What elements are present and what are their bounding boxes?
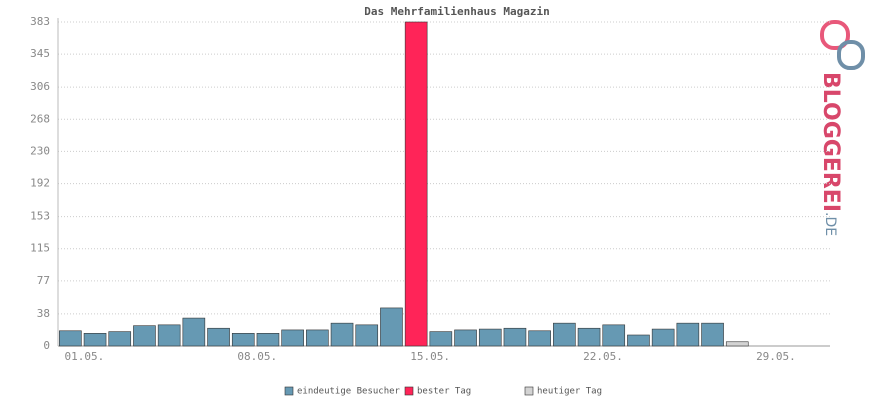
- bar: [627, 334, 650, 347]
- y-tick-label: 230: [30, 144, 50, 157]
- bar: [330, 322, 354, 347]
- bar: [577, 327, 601, 347]
- bar: [651, 328, 675, 347]
- logo-text: BLOGGEREI.DE: [818, 72, 843, 236]
- legend-swatch: [284, 386, 294, 396]
- y-tick-label: 153: [30, 210, 50, 223]
- bar: [108, 331, 132, 347]
- bar: [602, 324, 626, 347]
- legend-label: eindeutige Besucher: [297, 387, 401, 397]
- y-tick-label: 77: [37, 274, 50, 287]
- legend-label: heutiger Tag: [537, 387, 602, 397]
- y-tick-label: 383: [30, 15, 50, 28]
- bar: [59, 330, 82, 347]
- bar: [701, 322, 724, 347]
- bar: [478, 328, 502, 347]
- logo-name: BLOGGEREI: [818, 72, 843, 212]
- bar: [355, 324, 379, 347]
- logo-icon: [820, 20, 865, 70]
- y-tick-label: 0: [43, 339, 50, 352]
- bar: [725, 341, 749, 347]
- bar: [528, 330, 551, 347]
- legend-swatch: [404, 386, 414, 396]
- bar: [182, 317, 206, 347]
- bar: [404, 21, 428, 347]
- x-tick-label: 29.05.: [756, 350, 796, 363]
- bar: [207, 327, 230, 347]
- x-tick-label: 08.05.: [237, 350, 277, 363]
- y-tick-label: 345: [30, 47, 50, 60]
- bar: [281, 329, 304, 347]
- bar: [83, 333, 107, 347]
- legend-swatch: [524, 386, 534, 396]
- bar: [454, 329, 477, 347]
- bar: [503, 327, 527, 347]
- legend-label: bester Tag: [417, 387, 471, 397]
- bar: [429, 331, 453, 347]
- bar: [157, 324, 181, 347]
- y-tick-label: 115: [30, 242, 50, 255]
- bar: [553, 322, 576, 347]
- bar: [133, 325, 156, 347]
- x-tick-label: 22.05.: [583, 350, 623, 363]
- y-tick-label: 38: [37, 307, 50, 320]
- y-tick-label: 306: [30, 80, 50, 93]
- x-tick-label: 15.05.: [410, 350, 450, 363]
- logo-tld: .DE: [822, 212, 838, 236]
- bar: [676, 322, 700, 347]
- bar: [231, 333, 255, 347]
- bar: [256, 333, 280, 347]
- bar: [306, 329, 329, 347]
- chart-title: Das Mehrfamilienhaus Magazin: [364, 5, 549, 18]
- x-tick-label: 01.05.: [64, 350, 104, 363]
- y-tick-label: 268: [30, 112, 50, 125]
- bar: [380, 307, 403, 347]
- y-tick-label: 192: [30, 177, 50, 190]
